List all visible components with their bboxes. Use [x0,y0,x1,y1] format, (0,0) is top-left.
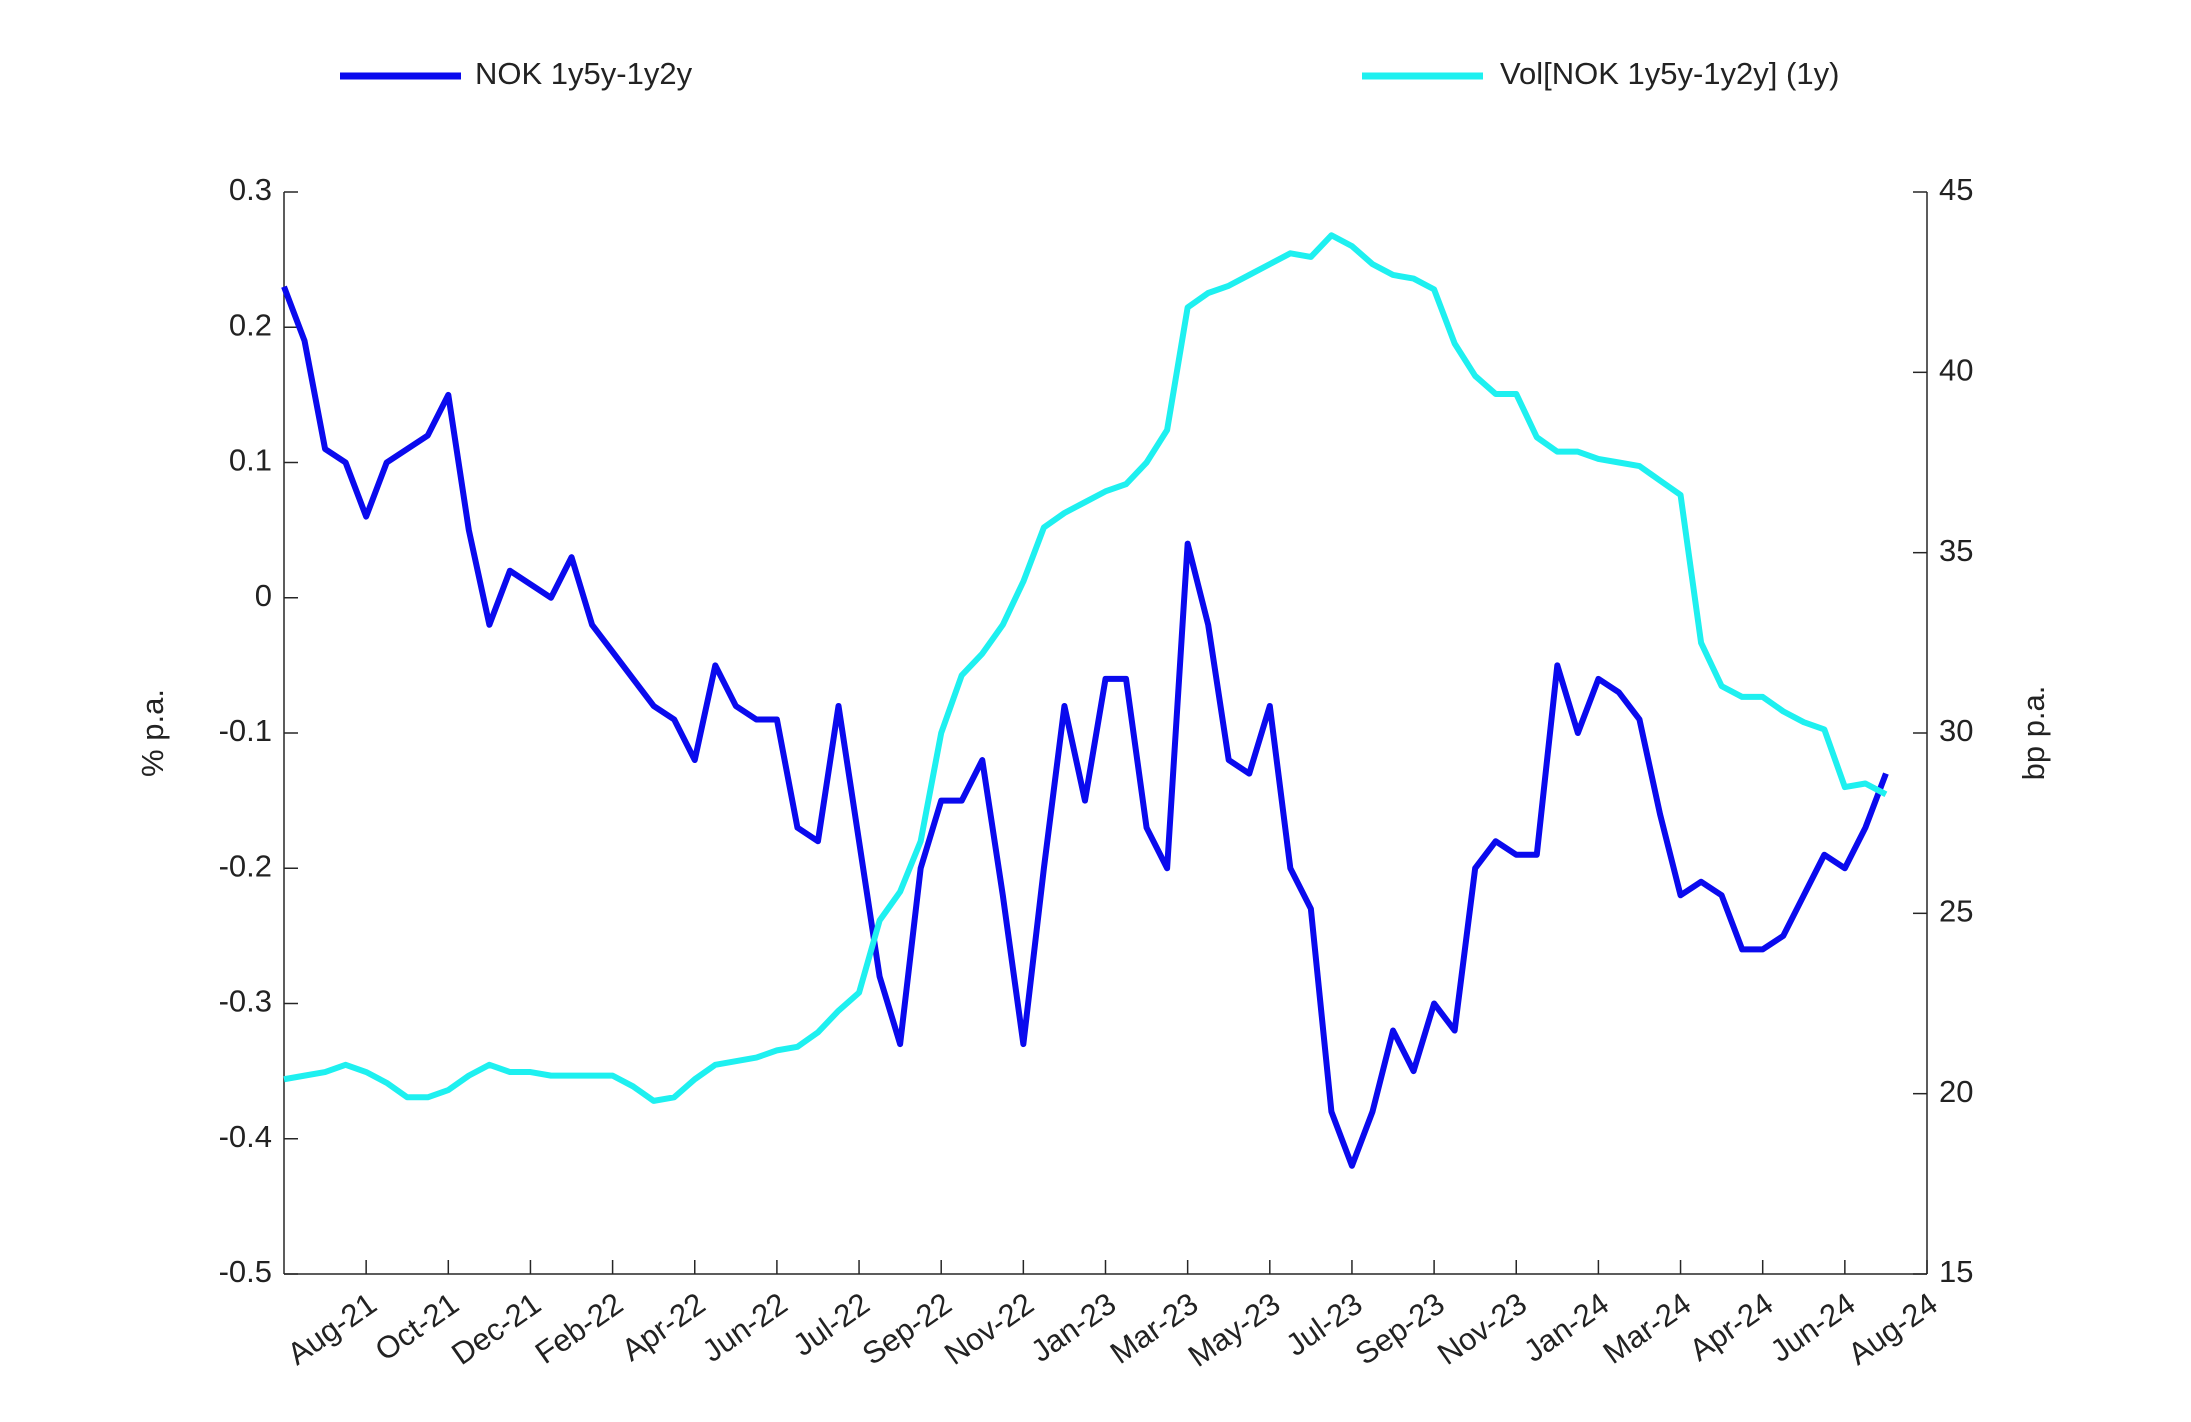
y2-tick-label: 30 [1939,713,1973,748]
y2-tick-label: 35 [1939,533,1973,568]
y-axis-title: % p.a. [135,689,170,777]
y-tick-label: -0.4 [219,1119,272,1154]
y2-tick-label: 25 [1939,894,1973,929]
y2-tick-label: 40 [1939,353,1973,388]
legend-label: Vol[NOK 1y5y-1y2y] (1y) [1500,56,1839,91]
y-tick-label: 0.1 [229,443,272,478]
y-tick-label: 0.3 [229,172,272,207]
y2-tick-label: 45 [1939,172,1973,207]
y2-axis-title: bp p.a. [2016,686,2051,781]
y-tick-label: -0.5 [219,1254,272,1289]
y-tick-label: 0 [255,578,272,613]
y-tick-label: -0.1 [219,713,272,748]
y-tick-label: 0.2 [229,307,272,342]
y-tick-label: -0.3 [219,984,272,1019]
series-line [283,232,1888,1104]
y-tick-label: -0.2 [219,848,272,883]
legend-label: NOK 1y5y-1y2y [475,56,693,91]
y2-tick-label: 20 [1939,1074,1973,1109]
series-line [281,285,1889,1169]
y2-tick-label: 15 [1939,1254,1973,1289]
